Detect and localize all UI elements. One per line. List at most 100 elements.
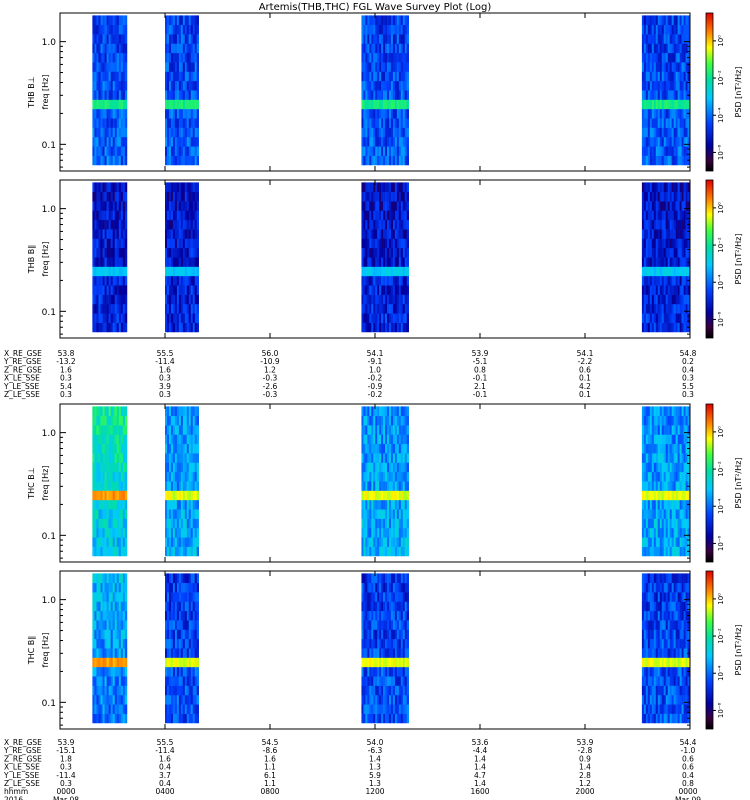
spectrogram-cell: [647, 201, 651, 211]
spectrogram-cell: [184, 462, 188, 473]
spectrogram-cell: [400, 99, 404, 110]
spectrogram-cell: [96, 629, 99, 640]
spectrogram-cell: [379, 601, 382, 612]
spectrogram-cell: [673, 127, 676, 138]
spectrogram-cell: [406, 275, 409, 286]
spectrogram-cell: [653, 90, 657, 100]
spectrogram-cell: [363, 219, 366, 230]
spectrogram-cell: [166, 146, 170, 156]
spectrogram-cell: [371, 303, 374, 314]
spectrogram-cell: [120, 443, 124, 454]
spectrogram-cell: [645, 146, 649, 156]
spectrogram-cell: [385, 322, 388, 333]
spectrogram-cell: [396, 219, 400, 230]
spectrogram-cell: [661, 509, 665, 519]
spectrogram-cell: [180, 294, 184, 305]
spectrogram-cell: [365, 509, 368, 519]
spectrogram-cell: [100, 610, 103, 621]
spectrogram-cell: [194, 481, 197, 491]
spectrogram-cell: [110, 592, 113, 602]
spectrogram-cell: [673, 425, 676, 435]
spectrogram-cell: [124, 247, 128, 258]
spectrogram-cell: [104, 285, 107, 295]
spectrogram-cell: [665, 453, 669, 463]
spectrogram-cell: [104, 118, 107, 128]
spectrogram-cell: [190, 146, 194, 156]
spectrogram-cell: [657, 62, 661, 72]
spectrogram-cell: [647, 43, 651, 54]
spectrogram-cell: [168, 118, 172, 128]
spectrogram-cell: [655, 238, 659, 249]
spectrogram-cell: [641, 490, 645, 501]
spectrogram-cell: [104, 573, 107, 584]
spectrogram-cell: [361, 43, 364, 54]
spectrogram-cell: [94, 582, 97, 593]
spectrogram-cell: [661, 52, 665, 63]
spectrogram-cell: [361, 257, 364, 267]
spectrogram-cell: [661, 90, 665, 100]
spectrogram-cell: [114, 666, 118, 677]
spectrogram-cell: [385, 537, 388, 547]
spectrogram-cell: [196, 638, 199, 649]
spectrogram-cell: [655, 406, 659, 417]
spectrogram-cell: [184, 638, 188, 649]
spectrogram-cell: [118, 210, 122, 221]
spectrogram-cell: [381, 238, 384, 249]
spectrogram-cell: [383, 182, 386, 193]
spectrogram-cell: [383, 24, 386, 35]
spectrogram-cell: [649, 71, 653, 82]
spectrogram-cell: [365, 685, 368, 696]
spectrogram-cell: [396, 453, 400, 463]
spectrogram-cell: [122, 43, 126, 54]
spectrogram-cell: [180, 704, 184, 714]
spectrogram-cell: [643, 62, 647, 72]
spectrogram-cell: [389, 471, 392, 482]
spectrogram-cell: [659, 294, 663, 305]
spectrogram-cell: [194, 201, 197, 211]
spectrogram-cell: [387, 322, 390, 333]
spectrogram-cell: [663, 443, 667, 454]
spectrogram-cell: [184, 257, 188, 267]
spectrogram-cell: [92, 34, 95, 44]
spectrogram-cell: [653, 322, 657, 333]
spectrogram-cell: [385, 601, 388, 612]
spectrogram-cell: [392, 136, 396, 147]
spectrogram-cell: [675, 313, 678, 323]
spectrogram-cell: [174, 118, 178, 128]
spectrogram-cell: [659, 238, 663, 249]
spectrogram-cell: [174, 313, 178, 323]
spectrogram-cell: [667, 527, 670, 538]
spectrogram-cell: [194, 499, 197, 510]
spectrogram-cell: [188, 257, 192, 267]
spectrogram-cell: [381, 15, 384, 26]
spectrogram-cell: [102, 155, 105, 166]
spectrogram-cell: [365, 182, 368, 193]
spectrogram-cell: [667, 80, 670, 91]
spectrogram-cell: [188, 443, 192, 454]
spectrogram-cell: [396, 108, 400, 119]
spectrogram-cell: [683, 34, 686, 44]
spectrogram-cell: [687, 247, 690, 258]
spectrogram-cell: [106, 155, 109, 166]
spectrogram-cell: [112, 219, 116, 230]
spectrogram-cell: [190, 471, 194, 482]
spectrogram-cell: [170, 127, 174, 138]
spectrogram-cell: [402, 294, 406, 305]
spectrogram-cell: [166, 155, 170, 166]
spectrogram-cell: [385, 546, 388, 557]
spectrogram-cell: [390, 425, 394, 435]
spectrogram-cell: [166, 490, 170, 501]
spectrogram-cell: [677, 210, 680, 221]
spectrogram-cell: [373, 527, 376, 538]
spectrogram-cell: [178, 518, 182, 529]
spectrogram-cell: [681, 257, 684, 267]
spectrogram-cell: [365, 52, 368, 63]
spectrogram-cell: [669, 136, 672, 147]
spectrogram-cell: [174, 685, 178, 696]
spectrogram-cell: [118, 71, 122, 82]
spectrogram-cell: [649, 238, 653, 249]
spectrogram-cell: [665, 294, 669, 305]
spectrogram-cell: [108, 257, 111, 267]
spectrogram-cell: [390, 490, 394, 501]
